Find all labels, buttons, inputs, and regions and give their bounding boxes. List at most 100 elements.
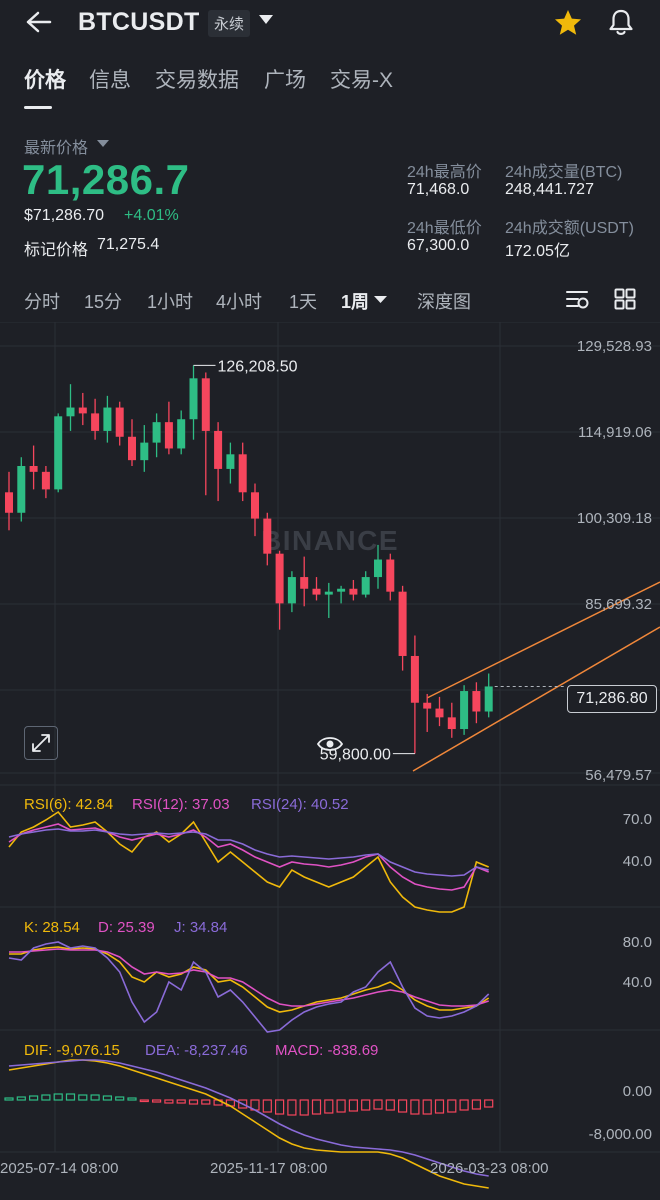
candle-body [447, 717, 456, 730]
tab-price[interactable]: 价格 [24, 69, 66, 92]
candle-body [312, 588, 321, 595]
candle-body [164, 422, 173, 449]
tf-depth[interactable]: 深度图 [417, 292, 471, 312]
macd-histogram-bar [53, 1093, 63, 1101]
macd-histogram-bar [188, 1099, 199, 1105]
price-change: +4.01% [124, 207, 179, 224]
candle-body [238, 454, 247, 493]
candle-body [214, 430, 223, 469]
tab-info[interactable]: 信息 [89, 69, 131, 92]
chevron-down-icon[interactable] [258, 14, 274, 26]
candle-body [300, 577, 309, 589]
macd-histogram-bar [139, 1099, 149, 1103]
candle-body [103, 407, 112, 431]
kdj-j-label: J: 34.84 [174, 919, 228, 936]
rsi-panel [8, 810, 490, 913]
tab-square[interactable]: 广场 [264, 69, 306, 92]
tf-1d[interactable]: 1天 [289, 292, 318, 312]
macd-histogram-bar [164, 1099, 174, 1104]
kline-chart[interactable]: BINANCE 126,208.50 59,800.00 [0, 322, 660, 1200]
price-annotations: 126,208.50 59,800.00 [193, 358, 566, 764]
high-value: 71,468.0 [407, 181, 470, 198]
candle-body [140, 442, 149, 461]
expand-icon [32, 734, 50, 752]
binance-watermark: BINANCE [261, 525, 399, 556]
candle-body [17, 465, 26, 513]
rsi12-line [8, 823, 490, 891]
symbol-title[interactable]: BTCUSDT [78, 8, 200, 36]
macd-histogram-bar [287, 1099, 297, 1116]
indicator-settings-icon[interactable] [565, 288, 589, 310]
fullscreen-button[interactable] [24, 726, 58, 760]
high-label: 24h最高价 [407, 164, 482, 181]
caret-down-icon[interactable] [97, 140, 109, 148]
price-axis-label: 85,699.32 [585, 596, 652, 613]
tf-1h[interactable]: 1小时 [147, 292, 194, 312]
macd-histogram-bar [385, 1099, 395, 1111]
candle-body [115, 407, 124, 437]
macd-histogram-bar [41, 1094, 51, 1101]
price-axis-label: 100,309.18 [576, 510, 652, 527]
candle-body [275, 553, 284, 604]
kdj-k-line [9, 946, 490, 1013]
layout-grid-icon[interactable] [614, 288, 636, 310]
candle-body [201, 378, 210, 431]
active-tab-indicator [24, 106, 52, 109]
macd-dif-label: DIF: -9,076.15 [24, 1042, 120, 1059]
kdj-d-label: D: 25.39 [98, 919, 155, 936]
candle-body [251, 492, 259, 519]
current-price-tag: 71,286.80 [567, 685, 657, 713]
rsi-axis-label: 70.0 [622, 811, 652, 828]
macd-histogram-bar [65, 1093, 76, 1101]
low-label: 24h最低价 [407, 220, 482, 237]
channel-upper-line [426, 581, 660, 699]
candle-body [472, 691, 481, 712]
macd-histogram-bar [299, 1099, 309, 1116]
time-axis-label: 2025-07-14 08:00 [0, 1160, 119, 1177]
top-bar: BTCUSDT 永续 [0, 0, 660, 46]
rsi6-label: RSI(6): 42.84 [24, 796, 114, 813]
low-annotation: 59,800.00 [320, 747, 391, 764]
timeframe-dropdown-icon[interactable] [374, 296, 387, 304]
macd-dea-label: DEA: -8,237.46 [145, 1042, 248, 1059]
candle-body [54, 416, 63, 490]
candle-body [435, 708, 444, 718]
volume-btc-value: 248,441.727 [505, 181, 594, 198]
bell-icon[interactable] [606, 7, 636, 37]
candle-body [66, 407, 75, 417]
volume-usdt-label: 24h成交额(USDT) [505, 220, 634, 237]
rsi12-label: RSI(12): 37.03 [132, 796, 230, 813]
mark-price: 71,275.4 [97, 236, 160, 253]
macd-histogram-bar [152, 1099, 162, 1103]
tf-time-sharing[interactable]: 分时 [24, 292, 60, 312]
tf-1w[interactable]: 1周 [341, 292, 370, 312]
macd-histogram-bar [311, 1099, 322, 1115]
macd-axis-label: 0.00 [622, 1083, 652, 1100]
chart-grid [0, 322, 660, 1153]
contract-tag: 永续 [208, 10, 251, 37]
tf-15m[interactable]: 15分 [84, 292, 123, 312]
macd-histogram-bar [336, 1099, 346, 1113]
candle-body [177, 419, 186, 449]
candle-body [263, 518, 272, 554]
time-axis-label: 2025-11-17 08:00 [210, 1160, 328, 1177]
macd-histogram-bar [238, 1099, 248, 1109]
tab-trading-data[interactable]: 交易数据 [155, 69, 239, 92]
candle-body [423, 702, 432, 709]
favorite-star-icon[interactable] [553, 8, 583, 38]
macd-histogram-bar [78, 1094, 88, 1101]
candle-body [460, 691, 469, 730]
candle-body [189, 378, 198, 420]
channel-lower-line [412, 626, 660, 772]
macd-histogram-bar [102, 1095, 113, 1101]
tf-4h[interactable]: 4小时 [216, 292, 263, 312]
macd-dea-line [8, 1059, 489, 1177]
macd-histogram-bar [201, 1099, 211, 1105]
kdj-panel [8, 941, 490, 1033]
latest-price-label[interactable]: 最新价格 [24, 140, 89, 157]
visibility-toggle[interactable] [314, 730, 346, 758]
candle-body [386, 559, 395, 592]
tab-trade-x[interactable]: 交易-X [330, 69, 393, 92]
back-arrow-icon[interactable] [24, 10, 52, 34]
macd-histogram-bar [398, 1099, 408, 1113]
